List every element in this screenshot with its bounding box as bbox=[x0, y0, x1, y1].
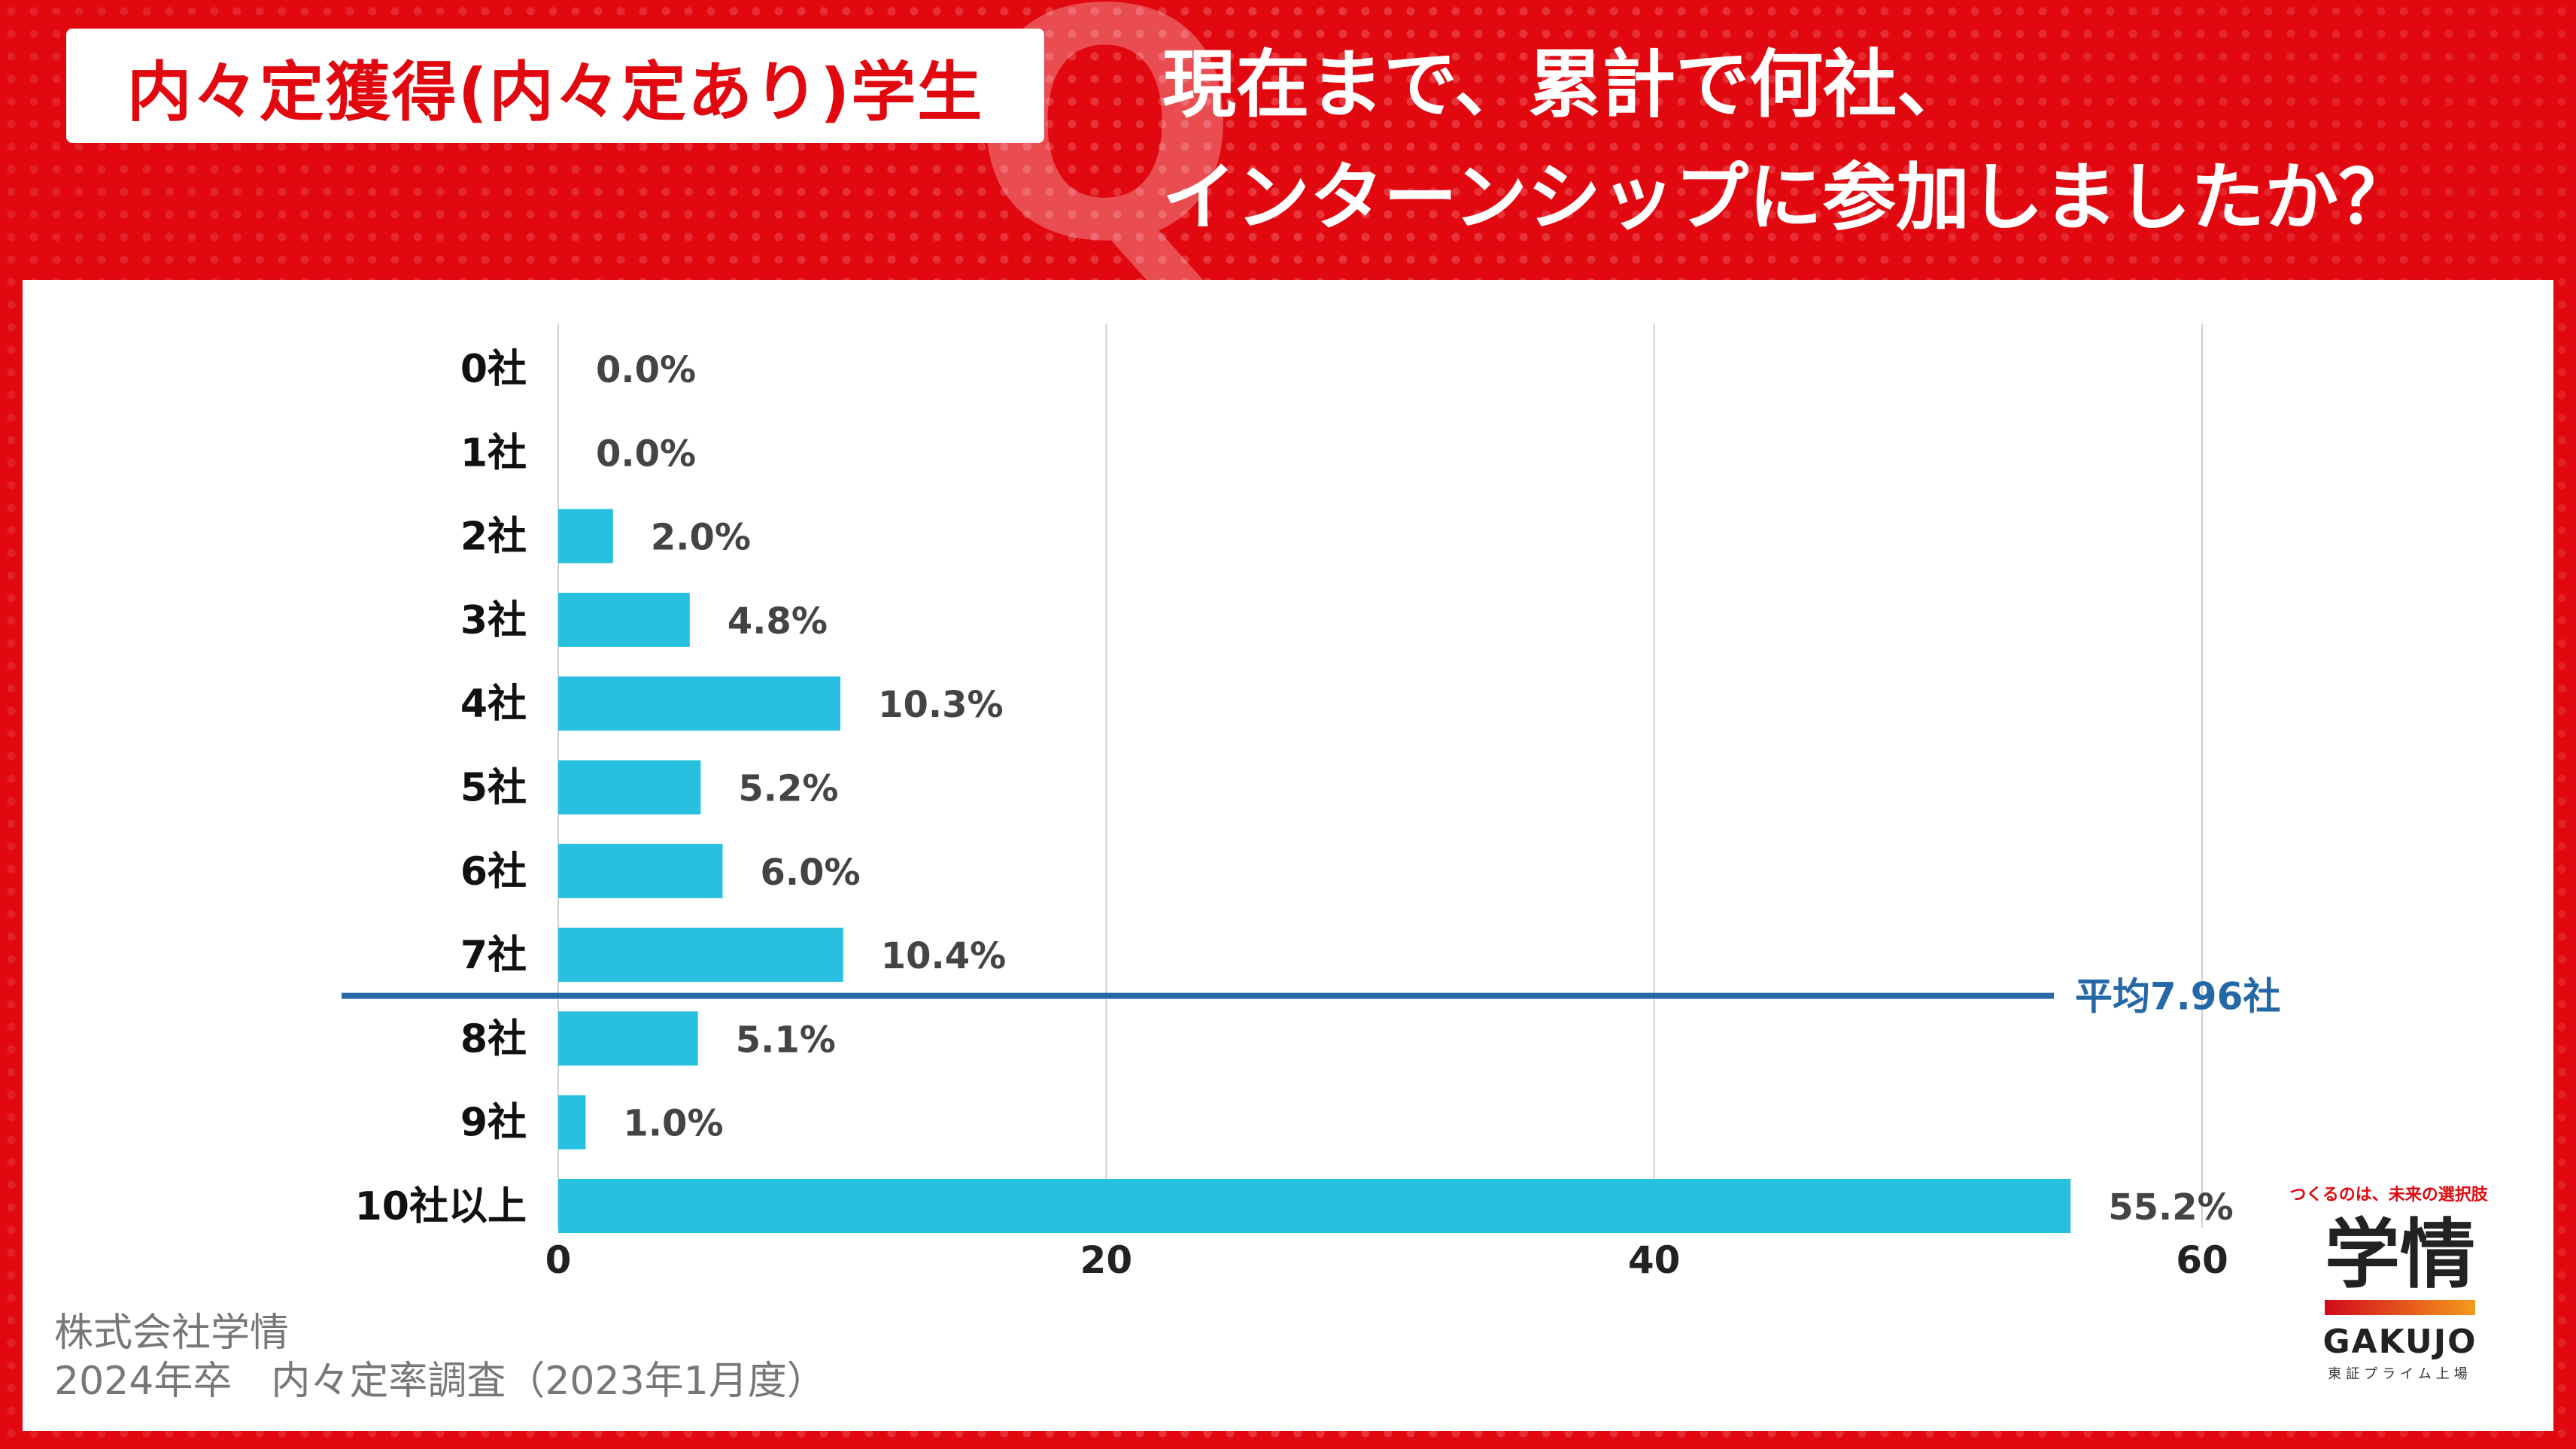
bar bbox=[558, 760, 701, 815]
x-tick-label: 60 bbox=[2176, 1238, 2228, 1282]
value-label: 10.3% bbox=[878, 684, 1004, 726]
category-label: 4社 bbox=[460, 682, 527, 727]
source-line-1: 株式会社学情 bbox=[54, 1311, 290, 1356]
segment-tag: 内々定獲得(内々定あり)学生 bbox=[66, 29, 1044, 143]
bar bbox=[558, 1179, 2071, 1233]
value-label: 5.2% bbox=[738, 768, 838, 810]
x-tick-label: 40 bbox=[1628, 1238, 1681, 1282]
q-mark: Q bbox=[971, 0, 1240, 311]
category-label: 2社 bbox=[460, 515, 527, 560]
question-line-1: 現在まで、累計で何社、 bbox=[1162, 42, 1971, 128]
source-note: 株式会社学情 2024年卒 内々定率調査（2023年1月度） bbox=[54, 1309, 826, 1405]
logo-kanji: 学情 bbox=[2325, 1211, 2475, 1299]
bar bbox=[558, 676, 841, 731]
value-label: 4.8% bbox=[728, 600, 828, 642]
logo-subtitle: 東証プライム上場 bbox=[2328, 1366, 2472, 1382]
category-label: 10社以上 bbox=[355, 1184, 527, 1229]
category-label: 5社 bbox=[460, 766, 527, 811]
bar bbox=[558, 1011, 698, 1066]
value-label: 2.0% bbox=[651, 517, 751, 559]
category-label: 0社 bbox=[460, 347, 527, 392]
bar bbox=[558, 843, 723, 898]
average-label: 平均7.96社 bbox=[2075, 975, 2280, 1019]
value-label: 1.0% bbox=[623, 1103, 723, 1145]
value-label: 0.0% bbox=[596, 349, 696, 391]
category-label: 3社 bbox=[460, 598, 527, 643]
logo-tagline: つくるのは、未来の選択肢 bbox=[2289, 1186, 2488, 1204]
value-label: 10.4% bbox=[881, 935, 1007, 977]
value-label: 0.0% bbox=[596, 433, 696, 475]
category-label: 9社 bbox=[460, 1101, 527, 1146]
category-label: 7社 bbox=[460, 933, 527, 978]
bar bbox=[558, 1095, 586, 1150]
value-label: 6.0% bbox=[761, 852, 861, 894]
category-label: 1社 bbox=[460, 430, 527, 475]
x-tick-label: 0 bbox=[545, 1238, 572, 1282]
x-tick-label: 20 bbox=[1080, 1238, 1133, 1282]
question-title: 現在まで、累計で何社、 インターンシップに参加しましたか？ bbox=[1162, 29, 2554, 254]
category-label: 6社 bbox=[460, 849, 527, 895]
gakujo-logo: つくるのは、未来の選択肢 学情 GAKUJO 東証プライム上場 bbox=[2280, 1181, 2520, 1392]
chart-panel: 0 20 40 60 0社 0.0% 1社 0.0% 2社 2.0% 3社 4.8% 4社 10.3% 5社… bbox=[23, 280, 2553, 1431]
logo-english: GAKUJO bbox=[2322, 1323, 2477, 1361]
question-line-2: インターンシップに参加しましたか？ bbox=[1162, 155, 2413, 241]
value-label: 5.1% bbox=[736, 1019, 836, 1061]
bar-chart: 0 20 40 60 0社 0.0% 1社 0.0% 2社 2.0% 3社 4.8% 4社 10.3% 5社… bbox=[342, 324, 2280, 1282]
bar bbox=[558, 509, 613, 564]
logo-bar bbox=[2325, 1300, 2475, 1315]
category-label: 8社 bbox=[460, 1016, 527, 1062]
bar bbox=[558, 592, 690, 647]
value-label: 55.2% bbox=[2108, 1186, 2234, 1229]
source-line-2: 2024年卒 内々定率調査（2023年1月度） bbox=[54, 1359, 826, 1404]
bar bbox=[558, 928, 843, 983]
